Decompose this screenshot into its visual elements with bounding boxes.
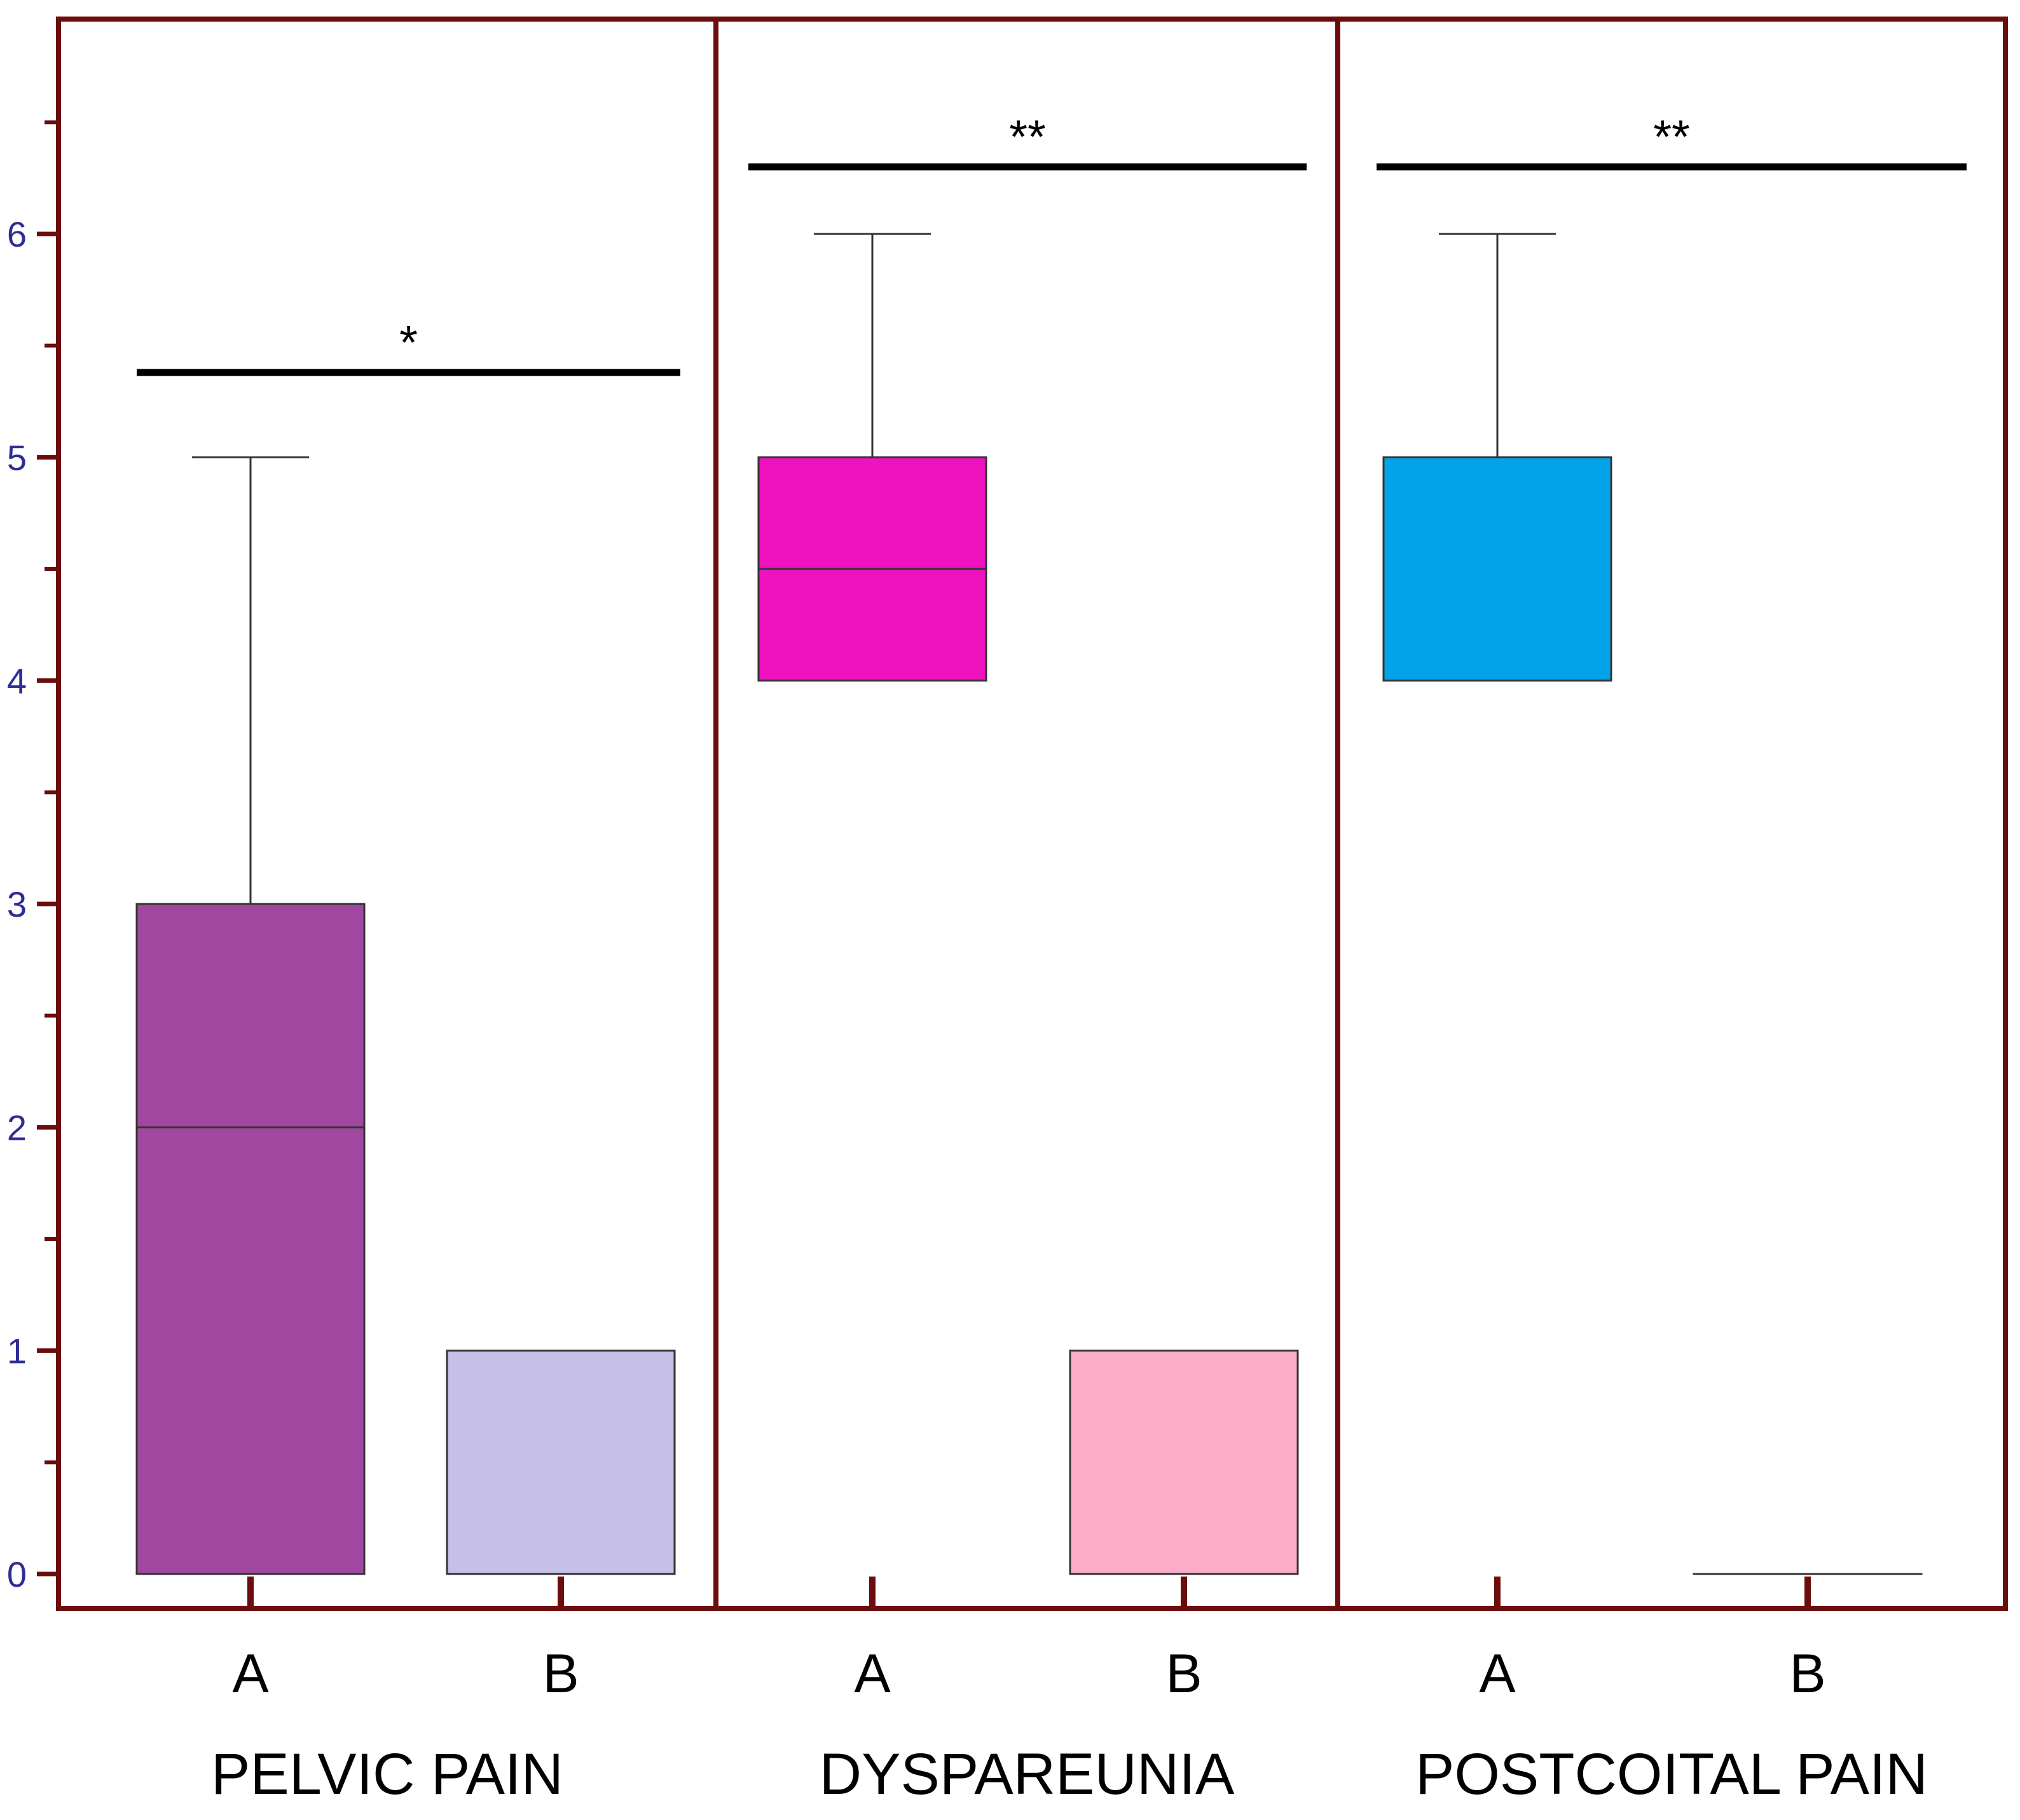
x-tick-label: B: [1789, 1643, 1825, 1704]
x-tick-label: A: [1479, 1643, 1516, 1704]
plot-frame: [56, 17, 2008, 1611]
group-label: DYSPAREUNIA: [820, 1742, 1235, 1807]
x-tick-label: B: [1165, 1643, 1202, 1704]
box-pelvic-pain-b: [446, 1350, 676, 1575]
significance-label: *: [399, 316, 418, 369]
box-postcoital-pain-a: [1382, 456, 1612, 682]
x-tick-label: A: [854, 1643, 891, 1704]
y-tick-label: 4: [7, 661, 27, 701]
box-pelvic-pain-a: [135, 903, 366, 1575]
y-tick-label: 5: [7, 437, 27, 477]
group-label: POSTCOITAL PAIN: [1415, 1742, 1928, 1807]
significance-label: **: [1009, 111, 1046, 163]
y-tick-label: 0: [7, 1554, 27, 1594]
box-dyspareunia-b: [1069, 1350, 1299, 1575]
y-tick-label: 3: [7, 884, 27, 924]
y-tick-label: 1: [7, 1331, 27, 1371]
group-label: PELVIC PAIN: [211, 1742, 563, 1807]
x-tick-label: B: [542, 1643, 579, 1704]
y-tick-label: 6: [7, 214, 27, 254]
x-tick-label: A: [232, 1643, 269, 1704]
y-tick-label: 2: [7, 1107, 27, 1147]
significance-label: **: [1653, 111, 1690, 163]
